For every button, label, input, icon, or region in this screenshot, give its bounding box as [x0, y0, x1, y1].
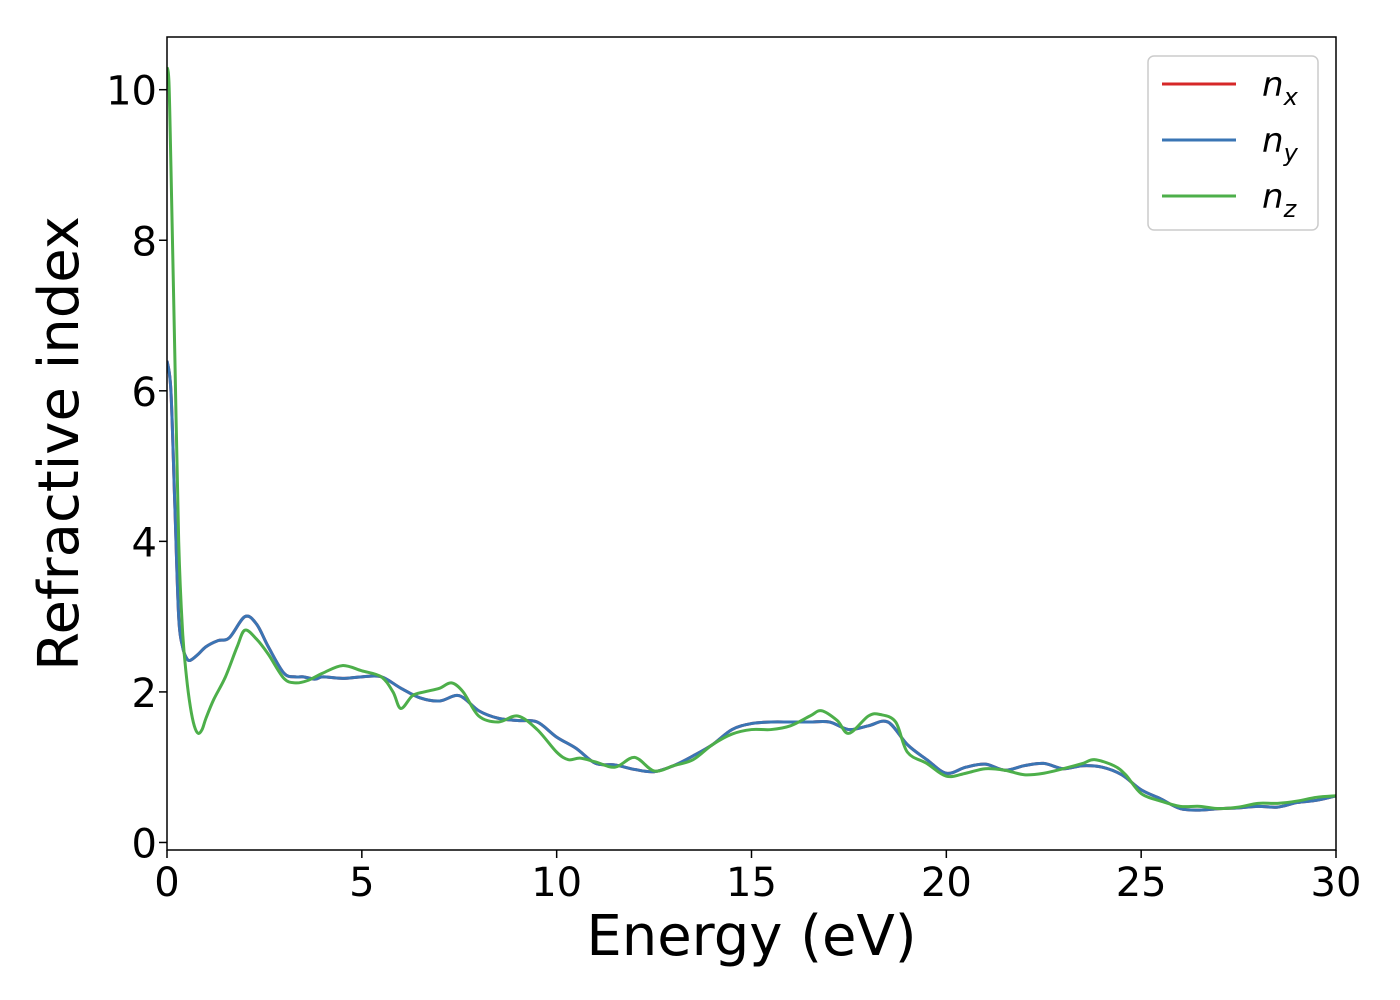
x-axis-label: Energy (eV): [586, 904, 916, 969]
y-tick-label: 2: [132, 671, 157, 717]
y-tick-label: 0: [132, 821, 157, 867]
plot-area: [167, 66, 1336, 812]
y-tick-label: 4: [132, 520, 157, 566]
x-tick-label: 5: [349, 860, 374, 906]
series-line-nz: [167, 66, 1336, 811]
legend-box: [1147, 55, 1319, 231]
y-tick-label: 8: [132, 219, 157, 265]
y-axis-ticks: 0 2 4 6 8 10: [106, 69, 167, 867]
series-line-ny: [167, 360, 1336, 812]
y-tick-label: 10: [106, 69, 157, 115]
x-tick-label: 30: [1311, 860, 1362, 906]
x-tick-label: 15: [726, 860, 777, 906]
y-tick-label: 6: [132, 370, 157, 416]
x-tick-label: 0: [154, 860, 179, 906]
x-axis-ticks: 0 5 10 15 20 25 30: [154, 850, 1361, 906]
x-tick-label: 25: [1116, 860, 1167, 906]
x-tick-label: 20: [921, 860, 972, 906]
x-tick-label: 10: [531, 860, 582, 906]
y-axis-label: Refractive index: [27, 216, 92, 671]
